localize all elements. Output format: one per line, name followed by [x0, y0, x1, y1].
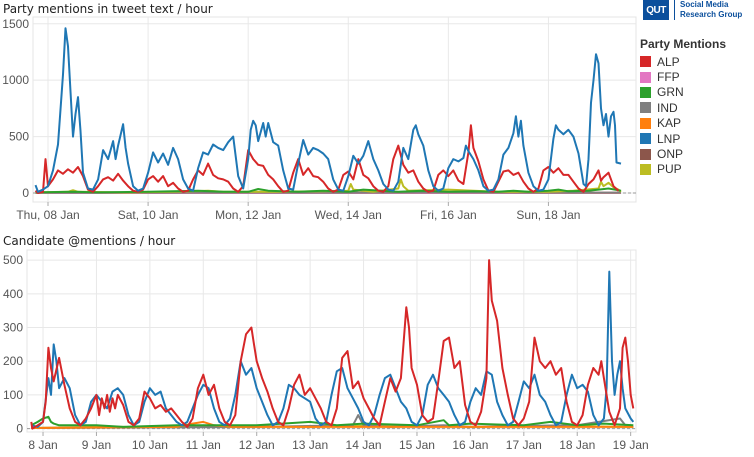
- legend-label: FFP: [657, 70, 680, 85]
- x-tick-label: 10 Jan: [132, 438, 168, 452]
- qut-logo-mark: QUT: [643, 0, 669, 20]
- logo-line-2: Research Group: [680, 9, 743, 19]
- x-tick-label: 9 Jan: [82, 438, 111, 452]
- plot-area: [26, 249, 637, 433]
- legend-item-lnp[interactable]: LNP: [640, 131, 752, 146]
- x-tick-label: 11 Jan: [186, 438, 221, 452]
- legend-item-pup[interactable]: PUP: [640, 162, 752, 177]
- logo-divider: [674, 0, 675, 20]
- legend-item-kap[interactable]: KAP: [640, 116, 752, 131]
- series-line-lnp[interactable]: [31, 270, 635, 428]
- x-tick-label: Fri, 16 Jan: [420, 208, 477, 222]
- y-tick-label: 400: [3, 287, 23, 301]
- legend-item-ffp[interactable]: FFP: [640, 69, 752, 84]
- chart-1-title: Party mentions in tweet text / hour: [3, 2, 213, 16]
- party-mentions-chart: 0 500 1000 1500 Thu, 08 Jan Sat, 10 Jan Mon, 1…: [2, 16, 637, 222]
- legend-item-grn[interactable]: GRN: [640, 85, 752, 100]
- legend-item-onp[interactable]: ONP: [640, 146, 752, 161]
- series-line-lnp[interactable]: [34, 27, 622, 193]
- series-line-alp[interactable]: [34, 124, 620, 194]
- y-tick-label: 0: [22, 186, 29, 200]
- legend: Party Mentions ALP FFP GRN IND KAP LNP ONP PUP: [640, 37, 752, 177]
- plot-area: [32, 16, 637, 203]
- logo-text: Social Media Research Group: [680, 0, 742, 19]
- legend-label: LNP: [657, 131, 681, 146]
- y-tick-label: 300: [3, 321, 23, 335]
- legend-swatch: [640, 86, 651, 98]
- x-tick-label: 8 Jan: [28, 438, 57, 452]
- x-tick-label: 18 Jan: [559, 438, 595, 452]
- x-tick-label: Mon, 12 Jan: [215, 208, 281, 222]
- legend-label: ONP: [657, 147, 684, 162]
- x-tick-label: 12 Jan: [239, 438, 275, 452]
- legend-swatch: [640, 102, 651, 114]
- legend-label: IND: [657, 100, 678, 115]
- legend-items: ALP FFP GRN IND KAP LNP ONP PUP: [640, 54, 752, 177]
- legend-label: KAP: [657, 116, 682, 131]
- legend-swatch: [640, 148, 651, 160]
- y-tick-label: 1500: [2, 17, 29, 31]
- legend-swatch: [640, 56, 651, 68]
- legend-title: Party Mentions: [640, 37, 727, 51]
- x-tick-label: 19 Jan: [613, 438, 649, 452]
- legend-label: PUP: [657, 162, 682, 177]
- y-tick-label: 100: [3, 388, 23, 402]
- legend-swatch: [640, 71, 651, 83]
- y-tick-label: 0: [16, 422, 23, 436]
- y-tick-label: 1000: [2, 73, 29, 87]
- logo-line-1: Social Media: [680, 0, 729, 9]
- x-tick-label: 17 Jan: [506, 438, 542, 452]
- x-tick-label: 16 Jan: [452, 438, 488, 452]
- y-tick-label: 500: [3, 253, 23, 267]
- series-line-alp[interactable]: [30, 259, 635, 430]
- legend-label: GRN: [657, 85, 684, 100]
- x-tick-label: Wed, 14 Jan: [315, 208, 382, 222]
- x-tick-label: 15 Jan: [399, 438, 435, 452]
- y-tick-label: 500: [9, 130, 29, 144]
- legend-item-ind[interactable]: IND: [640, 100, 752, 115]
- chart-2-title: Candidate @mentions / hour: [3, 234, 176, 248]
- x-tick-label: 13 Jan: [292, 438, 328, 452]
- legend-swatch: [640, 117, 651, 129]
- x-tick-label: Thu, 08 Jan: [16, 208, 79, 222]
- x-tick-label: Sat, 10 Jan: [118, 208, 179, 222]
- legend-swatch: [640, 163, 651, 175]
- x-tick-label: Sun, 18 Jan: [516, 208, 580, 222]
- qut-logo: QUT Social Media Research Group: [643, 0, 742, 20]
- y-tick-label: 200: [3, 354, 23, 368]
- series-line-ind[interactable]: [31, 414, 634, 429]
- legend-item-alp[interactable]: ALP: [640, 54, 752, 69]
- legend-swatch: [640, 133, 651, 145]
- x-tick-label: 14 Jan: [346, 438, 382, 452]
- legend-label: ALP: [657, 54, 680, 69]
